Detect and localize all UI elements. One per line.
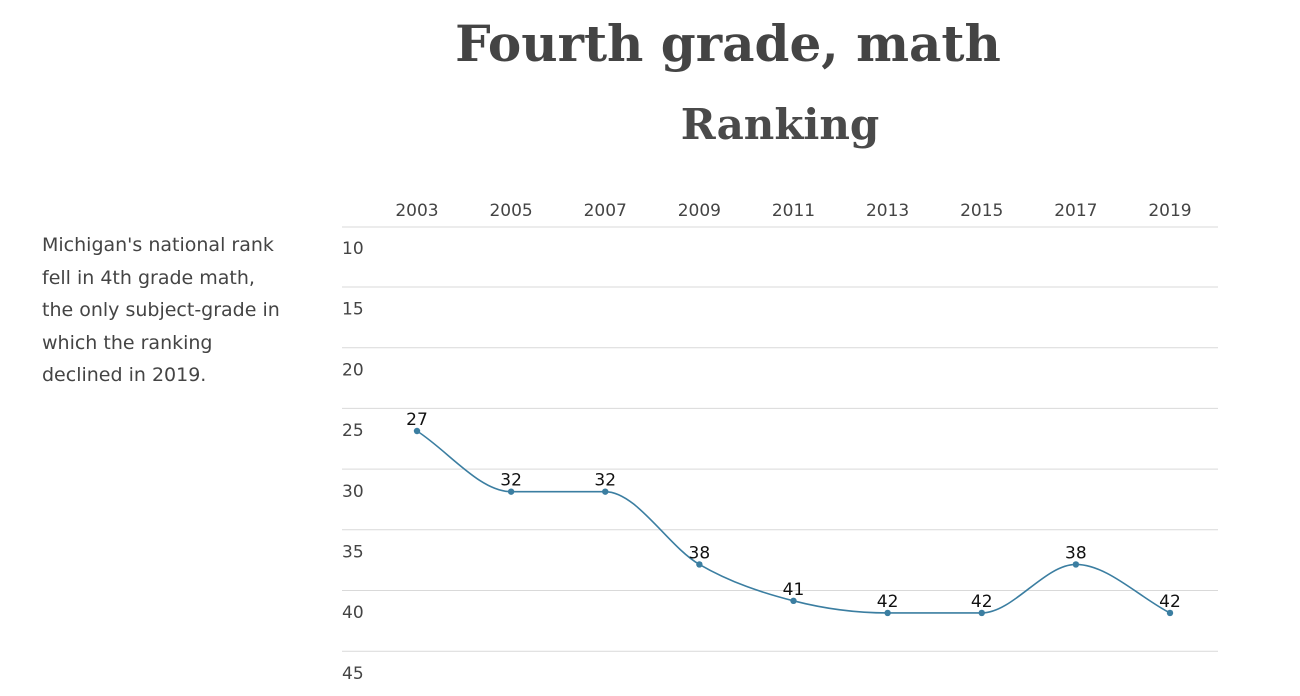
- data-label: 42: [971, 592, 993, 612]
- data-point: [978, 609, 985, 617]
- y-tick-label: 35: [342, 543, 364, 563]
- data-label: 42: [877, 592, 899, 612]
- chart-subtitle: Ranking: [680, 100, 880, 149]
- data-points: [413, 427, 1174, 617]
- data-point: [507, 488, 515, 495]
- data-label: 32: [594, 471, 616, 491]
- data-label: 32: [500, 471, 522, 491]
- chart-annotation: Michigan's national rank fell in 4th gra…: [42, 234, 280, 386]
- x-tick-label: 2009: [678, 201, 721, 221]
- data-point: [1166, 609, 1174, 617]
- data-point: [884, 609, 891, 617]
- x-tick-label: 2013: [866, 201, 909, 221]
- y-tick-label: 45: [342, 664, 364, 684]
- data-labels: 27 32 32 38 41 42 42 38 42: [406, 410, 1181, 612]
- data-label: 27: [406, 410, 428, 430]
- chart-title: Fourth grade, math: [455, 14, 1001, 73]
- x-tick-label: 2007: [584, 201, 627, 221]
- data-label: 42: [1159, 592, 1181, 612]
- data-label: 41: [783, 580, 805, 600]
- x-tick-label: 2005: [489, 201, 532, 221]
- y-tick-label: 25: [342, 421, 364, 441]
- y-tick-label: 30: [342, 482, 364, 502]
- data-point: [1072, 561, 1080, 568]
- x-tick-label: 2017: [1054, 201, 1097, 221]
- gridlines: [342, 226, 1218, 652]
- y-tick-label: 15: [342, 300, 364, 320]
- y-tick-label: 10: [342, 239, 364, 259]
- x-tick-label: 2015: [960, 201, 1003, 221]
- x-tick-label: 2019: [1148, 201, 1191, 221]
- x-axis-ticks: 2003 2005 2007 2009 2011 2013 2015 2017 2019: [395, 201, 1191, 221]
- y-tick-label: 40: [342, 603, 364, 623]
- data-label: 38: [689, 543, 711, 563]
- y-axis-ticks: 10 15 20 25 30 35 40 45: [342, 239, 364, 684]
- data-label: 38: [1065, 543, 1087, 563]
- data-point: [413, 427, 421, 435]
- x-tick-label: 2011: [772, 201, 815, 221]
- y-tick-label: 20: [342, 360, 364, 380]
- data-point: [696, 561, 703, 568]
- x-tick-label: 2003: [395, 201, 438, 221]
- data-point: [790, 597, 797, 605]
- data-point: [602, 488, 609, 495]
